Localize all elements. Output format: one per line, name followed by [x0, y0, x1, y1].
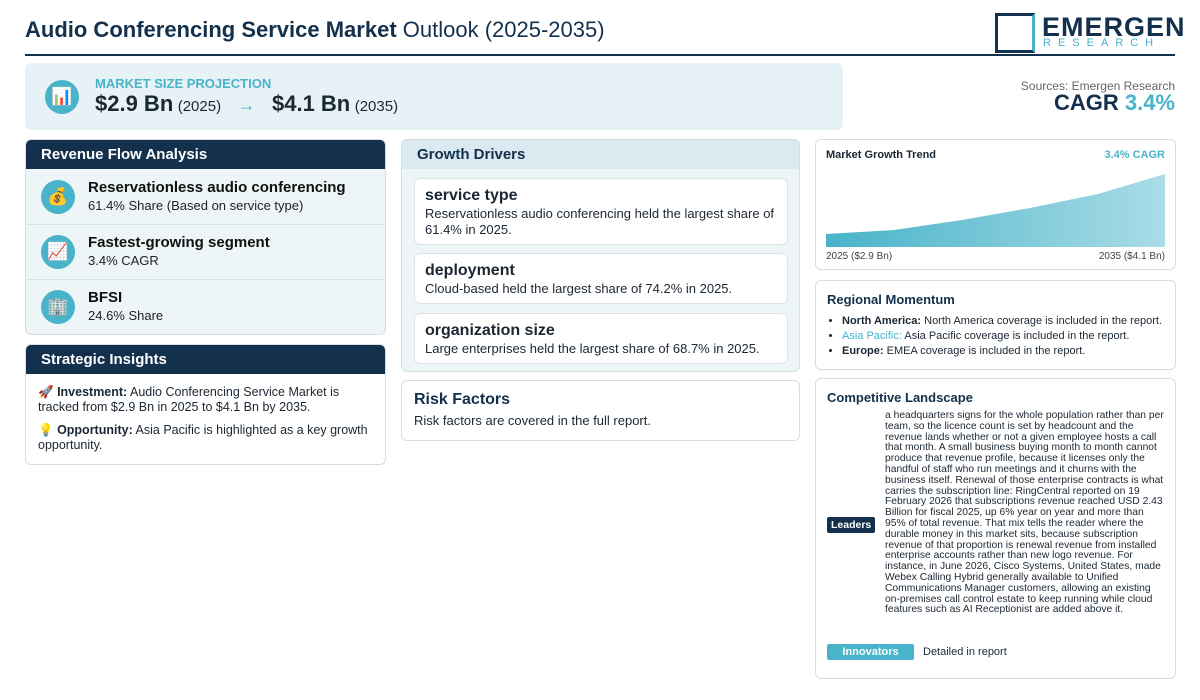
trend-title: Market Growth Trend: [826, 149, 937, 161]
separator: [26, 224, 385, 225]
region-text: North America coverage is included in th…: [924, 315, 1162, 327]
region-item: Asia Pacific: Asia Pacific coverage is i…: [842, 329, 1162, 344]
header-rule: [25, 54, 1175, 56]
insight-label: Opportunity:: [57, 423, 133, 437]
projection-label: MARKET SIZE PROJECTION: [95, 76, 272, 91]
item-icon: 🏢: [41, 290, 75, 324]
regional-panel: Regional Momentum North America: North A…: [815, 280, 1176, 370]
end-value: $4.1 Bn: [271, 91, 351, 116]
competitive-panel: Competitive Landscape Leaders a headquar…: [815, 378, 1176, 679]
region-item: North America: North America coverage is…: [842, 314, 1162, 329]
insight-text: Asia Pacific is highlighted as a key gro…: [38, 423, 368, 452]
leaders-text: a headquarters signs for the whole popul…: [885, 410, 1164, 616]
trend-area: [826, 174, 1165, 247]
projection-values: $2.9 Bn (2025) → $4.1 Bn (2035): [95, 91, 398, 117]
driver-text: Reservationless audio conferencing held …: [425, 206, 775, 237]
item-subtitle: 24.6% Share: [88, 308, 164, 323]
region-name: Europe:: [842, 345, 884, 357]
item-title: BFSI: [88, 289, 123, 306]
sources: Sources: Emergen Research: [1020, 79, 1175, 93]
item-title: Fastest-growing segment: [88, 234, 270, 251]
driver-card: deployment Cloud-based held the largest s…: [414, 253, 788, 304]
driver-card: organization size Large enterprises held …: [414, 313, 788, 364]
insight: 💡 Opportunity: Asia Pacific is highlight…: [38, 423, 373, 453]
item-icon: 📈: [41, 235, 75, 269]
panel-header: Growth Drivers: [402, 140, 799, 169]
regional-list: North America: North America coverage is…: [816, 314, 1162, 359]
strategic-insights-panel: Strategic Insights 🚀 Investment: Audio C…: [25, 344, 386, 465]
arrow: →: [237, 95, 256, 115]
item-title: Reservationless audio conferencing: [88, 179, 346, 196]
competitive-title: Competitive Landscape: [827, 390, 973, 405]
leaders-badge: Leaders: [827, 517, 876, 533]
projection-icon: 📊: [45, 80, 79, 114]
end-year: (2035): [354, 98, 399, 115]
item-subtitle: 3.4% CAGR: [88, 253, 159, 268]
insight-icon: 💡: [38, 423, 54, 437]
title-rest: Outlook (2025-2035): [402, 17, 605, 42]
innovators-text: Detailed in report: [923, 646, 1007, 658]
risk-title: Risk Factors: [414, 391, 511, 408]
item-icon: 💰: [41, 180, 75, 214]
title: Audio Conferencing Service Market Outloo…: [25, 17, 605, 43]
start-value: $2.9 Bn: [95, 91, 174, 116]
panel-header: Strategic Insights: [26, 345, 385, 374]
innovators-badge: Innovators: [827, 644, 914, 660]
logo-main: EMERGEN: [1042, 12, 1186, 42]
trend-end: 2035 ($4.1 Bn): [1098, 251, 1165, 262]
title-bold: Audio Conferencing Service Market: [25, 17, 397, 42]
region-text: EMEA coverage is included in the report.: [886, 345, 1086, 357]
logo-sub: RESEARCH: [1043, 37, 1161, 49]
driver-text: Large enterprises held the largest share…: [425, 341, 760, 356]
start-year: (2025): [177, 98, 222, 115]
cagr: CAGR 3.4%: [1054, 90, 1175, 116]
insight-label: Investment:: [57, 385, 128, 399]
growth-drivers-panel: Growth Drivers service type Reservationle…: [401, 139, 800, 372]
driver-title: deployment: [425, 262, 515, 279]
insight-text: Audio Conferencing Service Market is tra…: [38, 385, 340, 414]
driver-card: service type Reservationless audio confer…: [414, 178, 788, 245]
region-name: North America:: [842, 315, 922, 327]
risk-text: Risk factors are covered in the full rep…: [414, 413, 651, 428]
logo-mark: [995, 13, 1035, 53]
separator: [26, 279, 385, 280]
cagr-label: CAGR: [1053, 90, 1119, 115]
insight: 🚀 Investment: Audio Conferencing Service…: [38, 385, 373, 415]
cagr-value: 3.4%: [1124, 90, 1175, 115]
projection-panel: 📊 MARKET SIZE PROJECTION $2.9 Bn (2025) …: [25, 63, 843, 130]
trend-cagr: 3.4% CAGR: [1104, 149, 1165, 161]
driver-text: Cloud-based held the largest share of 74…: [425, 281, 733, 296]
revenue-flow-panel: Revenue Flow Analysis 💰 Reservationless …: [25, 139, 386, 335]
item-subtitle: 61.4% Share (Based on service type): [88, 198, 304, 213]
region-item: Europe: EMEA coverage is included in the…: [842, 344, 1162, 359]
trend-start: 2025 ($2.9 Bn): [826, 251, 893, 262]
insight-icon: 🚀: [38, 385, 54, 399]
driver-title: organization size: [425, 322, 555, 339]
market-trend-panel: Market Growth Trend 3.4% CAGR 2025 ($2.9…: [815, 139, 1176, 270]
risk-factors-panel: Risk Factors Risk factors are covered in…: [401, 380, 800, 441]
region-name: Asia Pacific:: [842, 330, 902, 342]
trend-chart: [826, 174, 1165, 247]
regional-title: Regional Momentum: [827, 292, 955, 307]
driver-title: service type: [425, 187, 518, 204]
region-text: Asia Pacific coverage is included in the…: [904, 330, 1130, 342]
panel-header: Revenue Flow Analysis: [26, 140, 385, 169]
